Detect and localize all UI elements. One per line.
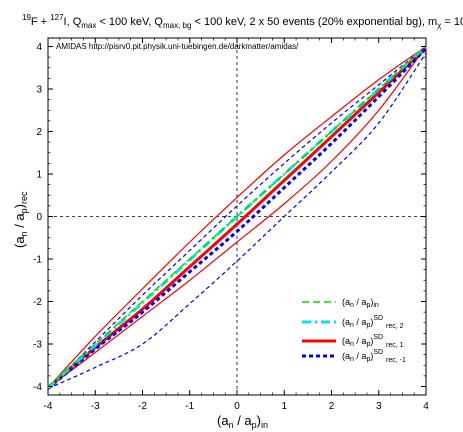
title-el1: F + xyxy=(31,16,50,28)
x-tick-label-2: -2 xyxy=(138,401,147,412)
y-tick-label-4: 0 xyxy=(36,212,42,223)
series-lines xyxy=(46,45,428,390)
title-sub-max: max xyxy=(81,21,96,30)
error-bands xyxy=(47,46,427,390)
legend-label-0: (an / ap)in xyxy=(342,297,379,309)
series-3-band-lower xyxy=(47,52,427,390)
x-tick-label-8: 4 xyxy=(423,401,429,412)
x-tick-label-6: 2 xyxy=(329,401,335,412)
y-axis-label: (an / ap)rec xyxy=(12,191,29,248)
series-2-line xyxy=(47,46,428,389)
xlabel-mid: / a xyxy=(234,413,253,428)
ylabel-sub-rec: rec xyxy=(19,191,29,204)
y-tick-label-7: 3 xyxy=(36,85,42,96)
y-tick-label-6: 2 xyxy=(36,127,42,138)
x-tick-labels: -4 -3 -2 -1 0 1 2 3 4 xyxy=(44,401,430,412)
xlabel-main: (a xyxy=(217,413,229,428)
title-iso1: 19 xyxy=(22,13,31,22)
x-tick-label-3: -1 xyxy=(185,401,194,412)
xlabel-sub-in: in xyxy=(261,420,268,430)
x-tick-label-1: -3 xyxy=(91,401,100,412)
series-3-band-upper xyxy=(47,46,427,390)
ylabel-close: ) xyxy=(12,204,27,208)
axis-ticks xyxy=(47,38,427,395)
xlabel-sub-p: p xyxy=(252,420,257,430)
xlabel-sub-n: n xyxy=(229,420,234,430)
ylabel-main: (a xyxy=(12,236,27,248)
x-axis-label: (an / ap)in xyxy=(217,413,268,430)
x-tick-label-7: 3 xyxy=(376,401,382,412)
title-t3: = 100 GeV xyxy=(441,16,463,28)
title-t1: < 100 keV, Q xyxy=(96,16,163,28)
amidas-annotation: AMIDAS http://pisrv0.pit.physik.uni-tueb… xyxy=(56,42,299,51)
x-tick-label-5: 1 xyxy=(281,401,287,412)
series-2-band-upper xyxy=(47,46,427,389)
legend-label-3: (an / ap)SDrec, -1 xyxy=(342,349,406,364)
chart-legend: (an / ap)in (an / ap)SDrec, 2 (an / ap)SDr… xyxy=(302,297,406,364)
ylabel-mid: / a xyxy=(12,213,27,232)
title-sub-chi: χ xyxy=(437,21,442,30)
series-0-line xyxy=(47,45,427,388)
title-sub-maxbg: max, bg xyxy=(163,21,191,30)
title-iso2: 127 xyxy=(50,13,64,22)
series-2-band-lower xyxy=(47,46,427,389)
y-tick-label-5: 1 xyxy=(36,170,42,181)
y-tick-label-3: -1 xyxy=(33,255,42,266)
xlabel-close: ) xyxy=(257,413,261,428)
ylabel-sub-n: n xyxy=(19,231,29,236)
chart-title: 19F + 127I, Qmax < 100 keV, Qmax, bg < 1… xyxy=(22,13,463,30)
ylabel-sub-p: p xyxy=(19,208,29,213)
legend-label-1: (an / ap)SDrec, 2 xyxy=(342,315,404,330)
x-tick-label-0: -4 xyxy=(44,401,53,412)
y-tick-label-0: -4 xyxy=(33,382,42,393)
title-t2: < 100 keV, 2 x 50 events (20% exponentia… xyxy=(191,16,437,28)
series-3-line xyxy=(47,47,428,390)
title-el2: I, Q xyxy=(64,16,82,28)
x-tick-label-4: 0 xyxy=(234,401,240,412)
y-tick-label-1: -3 xyxy=(33,340,42,351)
legend-label-2: (an / ap)SDrec, 1 xyxy=(342,334,404,349)
y-tick-label-8: 4 xyxy=(36,42,42,53)
y-tick-labels: -4 -3 -2 -1 0 1 2 3 4 xyxy=(33,42,42,393)
y-tick-label-2: -2 xyxy=(33,297,42,308)
zero-lines xyxy=(48,38,426,395)
